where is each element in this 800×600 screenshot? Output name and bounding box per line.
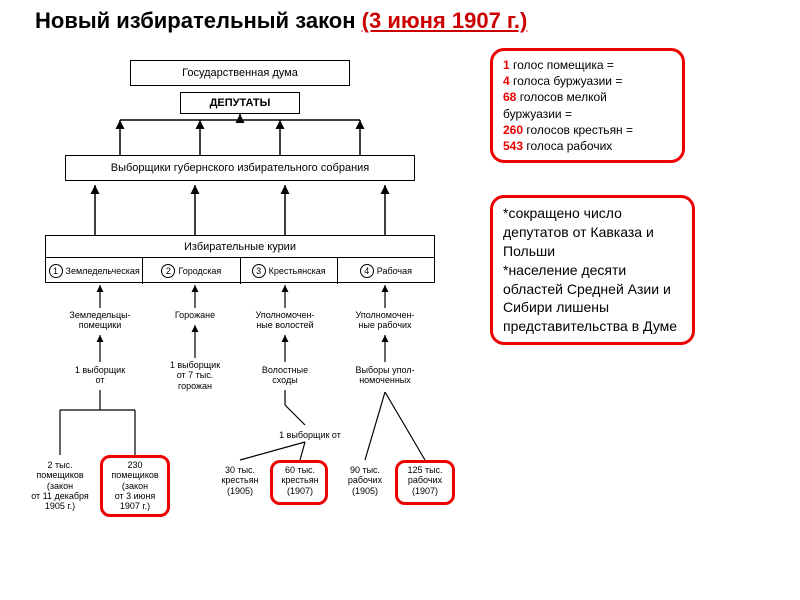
lbl-e4: Выборы упол- номоченных <box>345 365 425 386</box>
lbl-e3: Волостные сходы <box>250 365 320 386</box>
note-callout: *сокращено число депутатов от Кавказа и … <box>490 195 695 345</box>
leaf-b1: 30 тыс. крестьян (1905) <box>215 465 265 496</box>
box-electors: Выборщики губернского избирательного соб… <box>65 155 415 181</box>
lbl-e3b: 1 выборщик от <box>265 430 355 440</box>
votes-callout: 1 голос помещика = 4 голоса буржуазии = … <box>490 48 685 163</box>
highlight-b2 <box>270 460 328 505</box>
curia-1: 1Земледельческая <box>46 258 143 284</box>
lbl-e2: 1 выборщик от 7 тыс. горожан <box>160 360 230 391</box>
curias-title: Избирательные курии <box>46 236 434 258</box>
lbl-e1: 1 выборщик от <box>65 365 135 386</box>
curia-4: 4Рабочая <box>338 258 434 284</box>
leaf-a1: 2 тыс. помещиков (закон от 11 декабря 19… <box>30 460 90 512</box>
highlight-d2 <box>395 460 455 505</box>
lbl-workers: Уполномочен- ные рабочих <box>345 310 425 331</box>
highlight-a2 <box>100 455 170 517</box>
lbl-volost: Уполномочен- ные волостей <box>245 310 325 331</box>
page-title: Новый избирательный закон (3 июня 1907 г… <box>35 8 527 34</box>
title-black: Новый избирательный закон <box>35 8 362 33</box>
leaf-d1: 90 тыс. рабочих (1905) <box>340 465 390 496</box>
box-deputies: ДЕПУТАТЫ <box>180 92 300 114</box>
title-red: (3 июня 1907 г.) <box>362 8 528 33</box>
curia-3: 3Крестьянская <box>241 258 338 284</box>
box-duma: Государственная дума <box>130 60 350 86</box>
curia-2: 2Городская <box>143 258 240 284</box>
lbl-townspeople: Горожане <box>165 310 225 320</box>
box-curias: Избирательные курии 1Земледельческая 2Го… <box>45 235 435 283</box>
lbl-landowners: Земледельцы- помещики <box>60 310 140 331</box>
